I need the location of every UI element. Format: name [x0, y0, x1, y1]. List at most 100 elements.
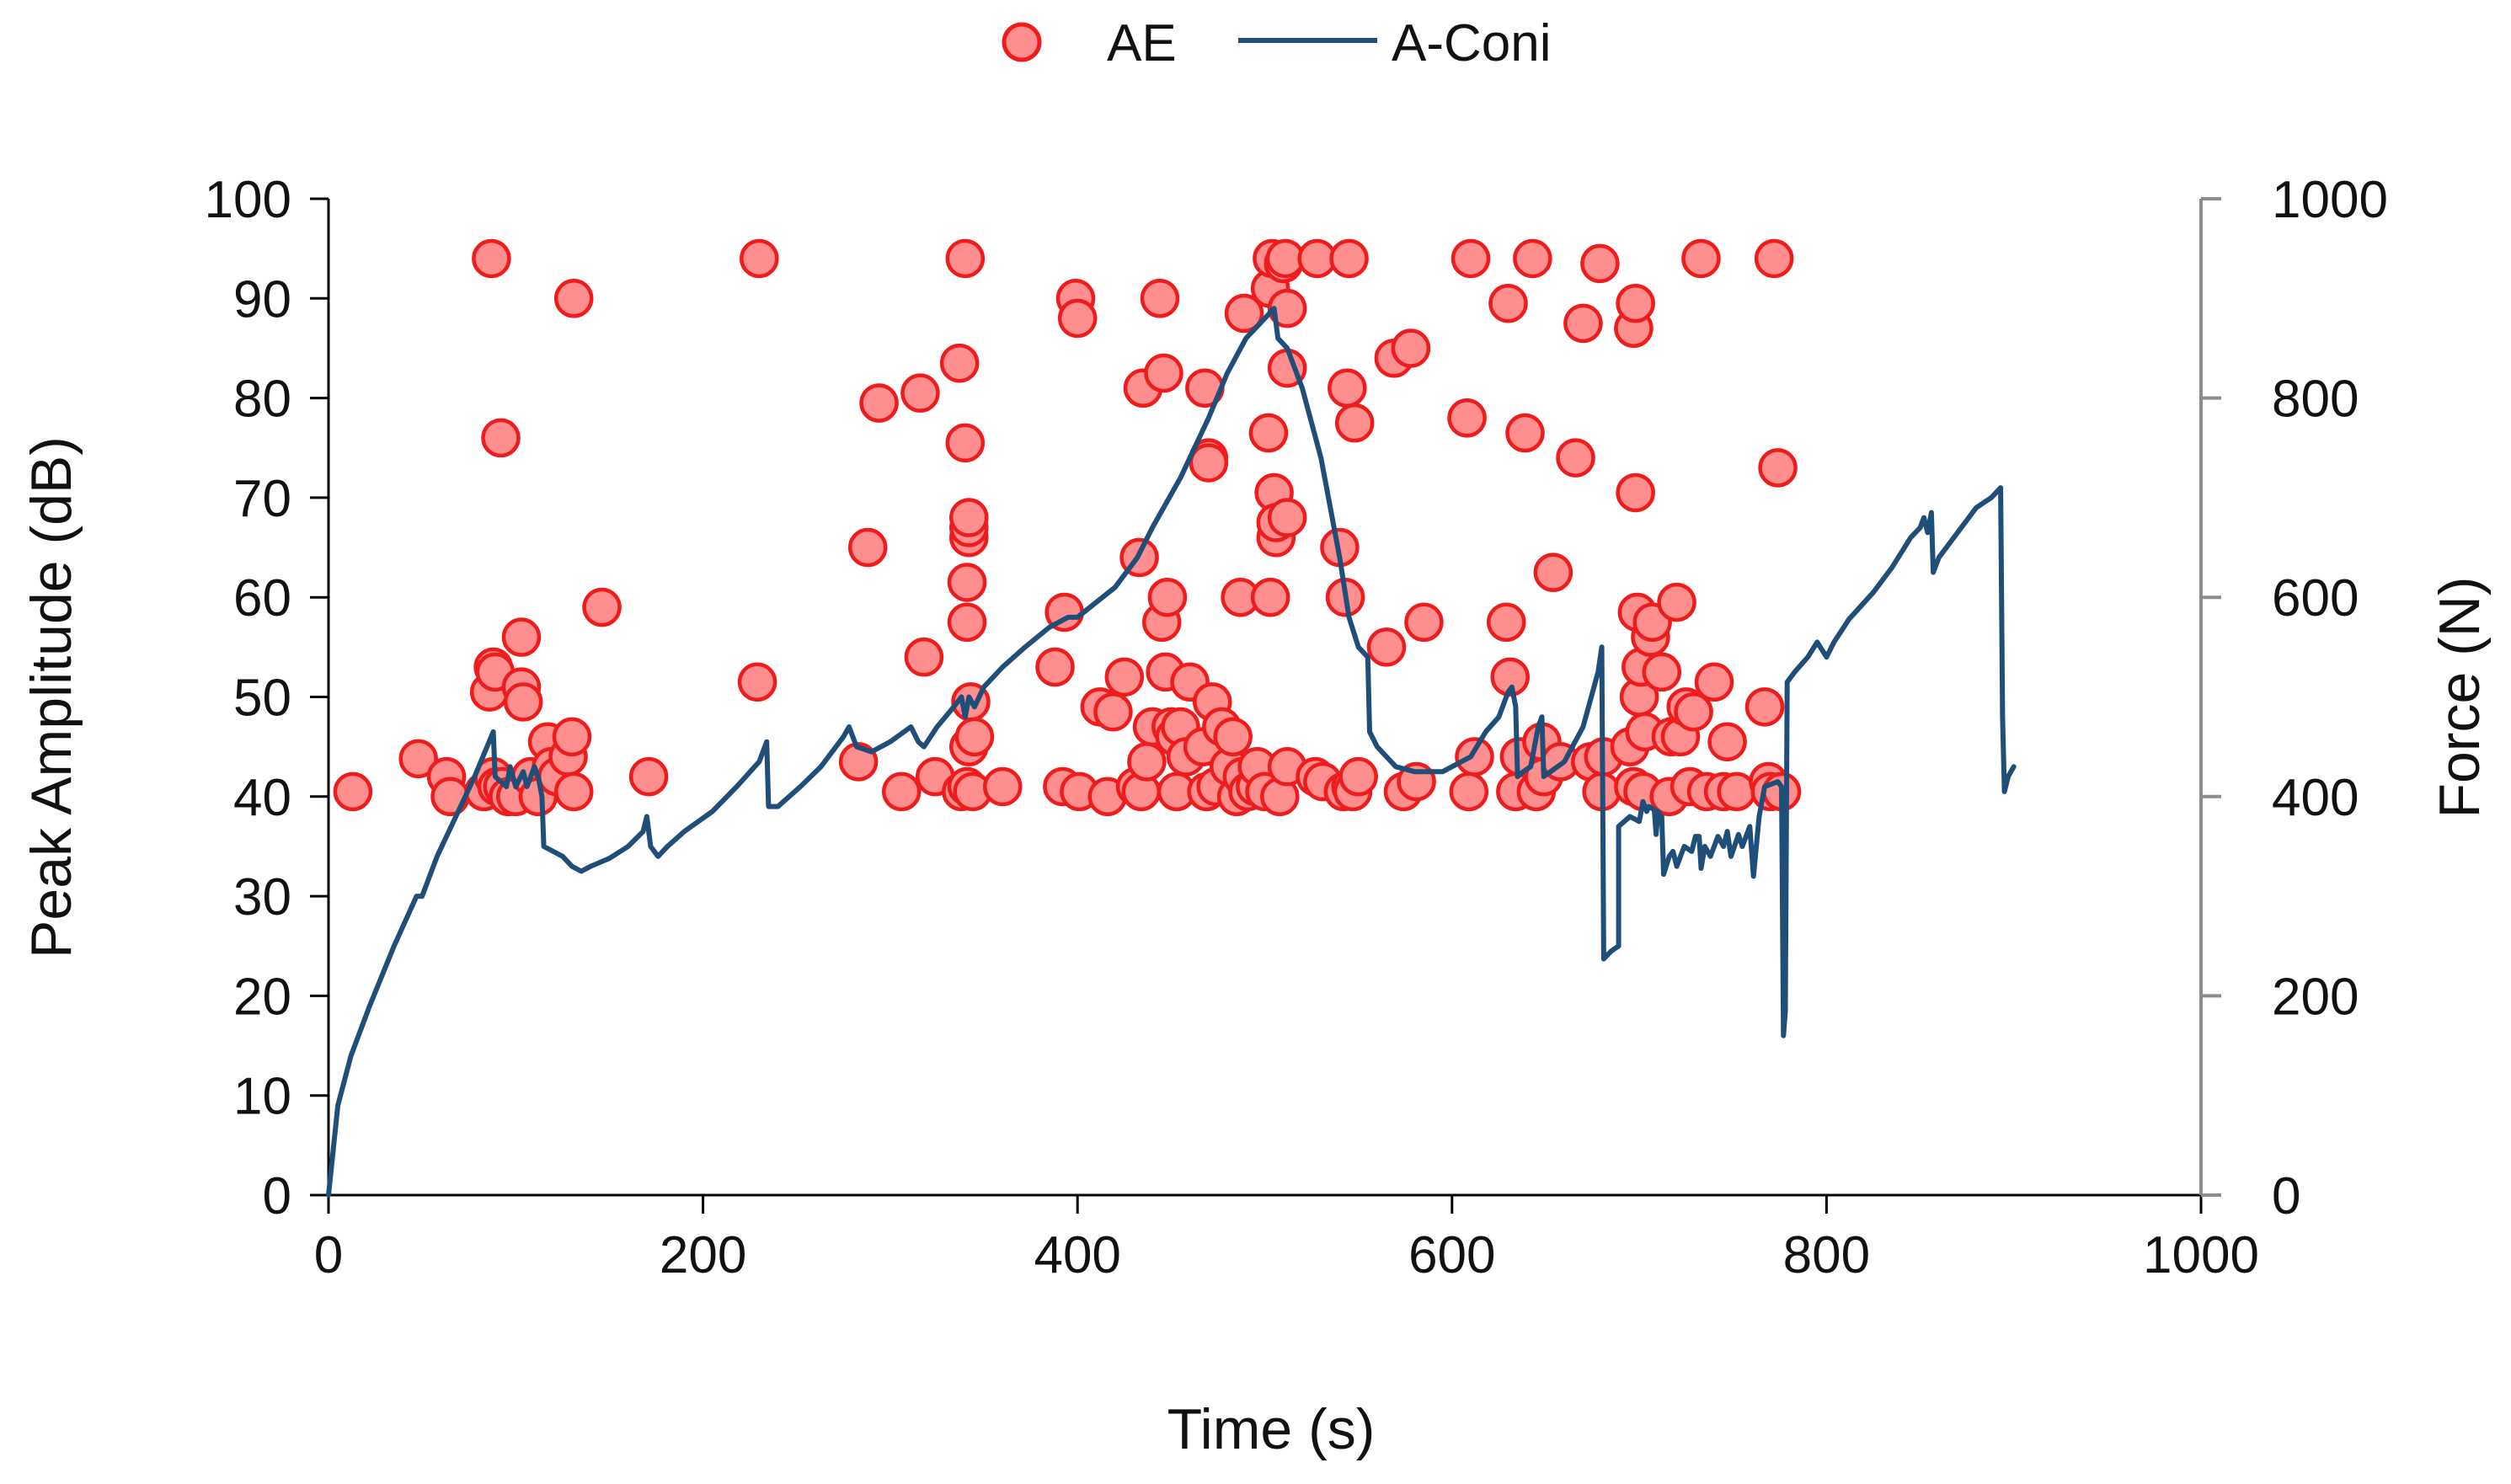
y-tick-label: 20	[233, 968, 291, 1026]
ae-point	[1487, 602, 1526, 643]
ae-point	[501, 617, 542, 657]
ae-point	[628, 756, 669, 797]
ae-point	[398, 739, 438, 779]
axes: 0 200 400 600 800 1000 0102030405060708090100…	[205, 171, 2388, 1284]
ae-point	[1404, 602, 1444, 643]
ae-point	[1556, 438, 1595, 478]
ae-point	[1224, 293, 1264, 334]
y-tick-label: 40	[233, 769, 291, 827]
y-tick-label: 10	[233, 1068, 291, 1126]
ae-point	[945, 423, 986, 463]
ae-point	[1127, 742, 1167, 782]
y-tick-label: 70	[233, 470, 291, 528]
y2-tick-label: 800	[2272, 371, 2359, 429]
ae-point	[582, 587, 622, 627]
ae-point	[1563, 303, 1603, 344]
y-tick-label: 100	[205, 171, 291, 229]
ae-point	[1140, 279, 1180, 318]
ae-point	[1213, 717, 1253, 757]
a-coni-line	[326, 306, 2017, 1198]
ae-point	[1758, 448, 1798, 488]
ae-point	[1366, 627, 1407, 667]
y-tick-label: 60	[233, 569, 291, 627]
ae-point	[983, 766, 1023, 807]
x-tick-label: 0	[314, 1226, 343, 1284]
ae-point	[553, 279, 594, 318]
y-tick-label: 50	[233, 670, 291, 728]
ae-point	[949, 498, 989, 537]
ae-point	[1104, 657, 1145, 697]
ae-point	[1490, 657, 1530, 697]
ae-point	[1580, 243, 1620, 284]
ae-point	[1057, 298, 1098, 339]
legend-label-ae: AE	[1107, 14, 1177, 72]
x-tick-label: 200	[660, 1226, 746, 1284]
ae-point	[1513, 238, 1552, 279]
x-tick-label: 1000	[2143, 1226, 2259, 1284]
ae-point	[1754, 238, 1794, 279]
ae-point	[333, 771, 373, 812]
y2-ticks: 0 200 400 600 800 1000	[2201, 171, 2388, 1225]
x-axis-title: Time (s)	[1167, 1397, 1376, 1461]
ae-point	[881, 771, 922, 812]
ae-point	[1093, 691, 1133, 732]
ae-point	[1338, 756, 1378, 797]
ae-point	[1447, 398, 1487, 438]
ae-point	[1328, 368, 1367, 408]
y-ticks: 0 10 20 30 40 50 60 70 80 90 100	[205, 171, 329, 1225]
ae-point	[472, 238, 511, 279]
ae-point	[1250, 577, 1290, 617]
ae-point	[503, 682, 543, 722]
ae-point	[1035, 647, 1075, 687]
y-tick-label: 30	[233, 868, 291, 926]
y-axis-title: Peak Amplitude (dB)	[19, 436, 83, 958]
ae-point	[1642, 652, 1682, 692]
x-ticks: 0 200 400 600 800 1000	[314, 1195, 2259, 1284]
y-tick-label: 0	[263, 1167, 291, 1225]
ae-point	[1674, 691, 1713, 732]
ae-point	[1267, 498, 1307, 537]
ae-point	[947, 602, 987, 643]
ae-point	[1616, 472, 1655, 513]
ae-point	[1488, 283, 1528, 323]
y-tick-label: 90	[233, 270, 291, 328]
y2-tick-label: 0	[2272, 1167, 2300, 1225]
x-tick-label: 800	[1783, 1226, 1870, 1284]
y2-tick-label: 200	[2272, 968, 2359, 1026]
legend: AE A-Coni	[1002, 14, 1552, 72]
a-coni-series	[326, 306, 2017, 1198]
ae-point	[1681, 238, 1721, 279]
ae-point	[553, 771, 594, 812]
ae-point	[1533, 552, 1573, 592]
ae-point	[1707, 722, 1747, 761]
ae-point	[1717, 771, 1756, 812]
ae-point	[1694, 662, 1734, 702]
ae-point	[1144, 353, 1183, 393]
ae-point	[900, 373, 940, 413]
ae-point	[859, 383, 899, 423]
ae-point	[1147, 577, 1188, 617]
ae-point	[904, 637, 944, 677]
ae-point	[1451, 238, 1491, 279]
legend-marker-ae	[1002, 22, 1042, 62]
y2-tick-label: 400	[2272, 769, 2359, 827]
ae-point	[1329, 238, 1369, 279]
x-tick-label: 400	[1034, 1226, 1120, 1284]
ae-point	[847, 527, 888, 568]
ae-point	[481, 418, 521, 458]
x-tick-label: 600	[1408, 1226, 1495, 1284]
ae-point	[1267, 288, 1307, 328]
y2-tick-label: 600	[2272, 569, 2359, 627]
ae-point	[945, 238, 986, 279]
ae-point	[1449, 771, 1489, 812]
ae-point	[552, 717, 592, 757]
ae-point	[1455, 737, 1494, 777]
ae-point	[1248, 413, 1289, 453]
ae-point	[1616, 283, 1655, 323]
ae-point	[1657, 582, 1696, 622]
ae-point	[1189, 443, 1229, 483]
ae-point	[947, 563, 987, 602]
ae-point	[1505, 413, 1545, 453]
ae-point	[737, 662, 777, 702]
